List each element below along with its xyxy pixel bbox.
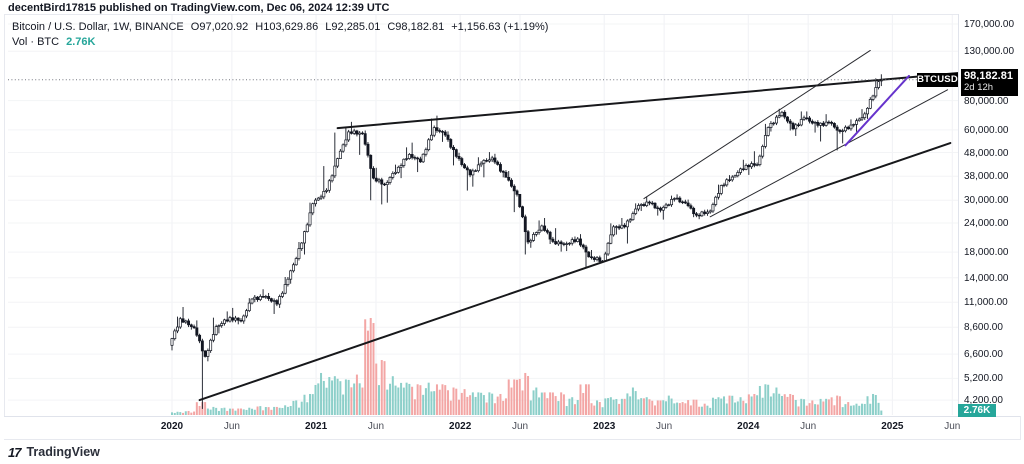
high-value: H103,629.86 xyxy=(255,21,319,33)
last-price-value: 98,182.81 xyxy=(964,69,1013,82)
footer: 17 TradingView xyxy=(8,443,100,461)
time-axis[interactable]: 2020 Jun 2021 Jun 2022 Jun 2023 Jun 2024 Jun 2025 J… xyxy=(4,416,1020,439)
time-tick-month: Jun xyxy=(367,421,385,432)
volume-value: 2.76K xyxy=(66,36,96,48)
price-tick-label: 80,000.00 xyxy=(964,95,1009,107)
published-bar: decentBird17815 published on TradingView… xyxy=(8,2,389,15)
trendline-channel-lower[interactable] xyxy=(709,89,949,218)
open-value: O97,020.92 xyxy=(190,21,249,33)
time-tick-year: 2025 xyxy=(881,421,904,432)
price-tick-label: 6,600.00 xyxy=(964,349,1003,361)
chart-legend: Bitcoin / U.S. Dollar, 1W, BINANCE O97,02… xyxy=(12,20,555,50)
trendline-channel-upper[interactable] xyxy=(643,49,871,200)
time-tick-month: Jun xyxy=(511,421,529,432)
volume-label: Vol · BTC xyxy=(12,36,60,48)
price-tick-label: 60,000.00 xyxy=(964,124,1009,136)
volume-bars xyxy=(171,318,883,415)
volume-legend-row[interactable]: Vol · BTC 2.76K xyxy=(12,35,555,50)
price-tick-label: 48,000.00 xyxy=(964,147,1009,159)
time-tick-month: Jun xyxy=(656,421,673,432)
price-tick-label: 5,200.00 xyxy=(964,373,1003,385)
time-tick-month: Jun xyxy=(944,421,961,432)
price-tick-label: 24,000.00 xyxy=(964,217,1009,229)
symbol-price-flag: BTCUSD xyxy=(917,72,958,87)
trendline-multi-year-resistance[interactable] xyxy=(336,72,959,130)
price-tick-label: 130,000.00 xyxy=(964,46,1015,58)
time-tick-year: 2021 xyxy=(304,421,328,432)
price-tick-label: 38,000.00 xyxy=(964,171,1009,183)
low-value: L92,285.01 xyxy=(325,21,381,33)
tradingview-brand[interactable]: TradingView xyxy=(26,445,100,459)
time-tick-month: Jun xyxy=(223,421,240,432)
price-tick-label: 14,000.00 xyxy=(964,272,1009,284)
price-tick-label: 30,000.00 xyxy=(964,195,1009,207)
volume-scale-badge: 2.76K xyxy=(958,404,996,417)
symbol-title[interactable]: Bitcoin / U.S. Dollar, 1W, BINANCE xyxy=(12,21,184,33)
symbol-legend-row[interactable]: Bitcoin / U.S. Dollar, 1W, BINANCE O97,02… xyxy=(12,20,555,35)
price-tick-label: 170,000.00 xyxy=(964,18,1015,30)
trendline-rally-trendline[interactable] xyxy=(844,74,910,147)
last-price-label: 98,182.81 2d 12h xyxy=(961,68,1018,96)
time-tick-year: 2020 xyxy=(160,421,184,432)
candles xyxy=(170,74,883,409)
published-text: decentBird17815 published on TradingView… xyxy=(8,2,390,14)
tradingview-logo-icon[interactable]: 17 xyxy=(8,444,22,460)
trendline-long-term-support[interactable] xyxy=(198,142,952,402)
time-tick-year: 2023 xyxy=(593,421,616,432)
time-tick-year: 2022 xyxy=(449,421,472,432)
price-tick-label: 8,600.00 xyxy=(964,322,1003,334)
price-tick-label: 18,000.00 xyxy=(964,247,1009,259)
price-tick-label: 4,200.00 xyxy=(964,395,1003,407)
close-value: C98,182.81 xyxy=(387,21,445,33)
time-tick-month: Jun xyxy=(800,421,817,432)
bar-countdown: 2d 12h xyxy=(964,81,994,93)
change-value: +1,156.63 (+1.19%) xyxy=(451,21,549,33)
price-tick-label: 11,000.00 xyxy=(964,297,1008,309)
time-tick-year: 2024 xyxy=(737,421,760,432)
